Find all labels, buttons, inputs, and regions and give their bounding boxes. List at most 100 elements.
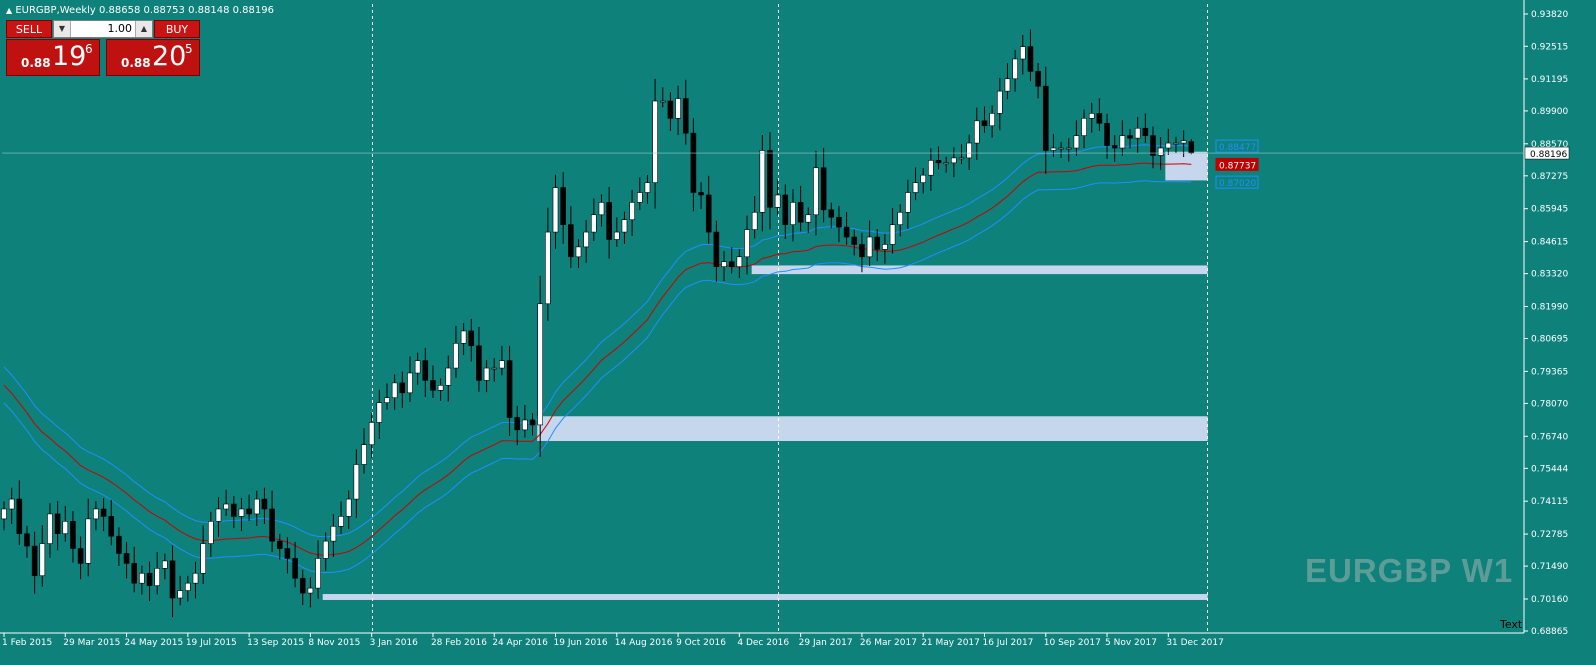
bull-candle [499,360,505,369]
bull-candle [491,367,498,370]
axes: 0.93820 0.92515 0.91195 0.89900 0.88570 0.872… [0,0,1568,648]
lot-increase-icon[interactable]: ▲ [135,21,152,37]
price-axis-label: 0.70160 [1531,595,1568,605]
bear-candle [123,553,130,564]
price-axis-label: 0.71490 [1531,562,1568,572]
bull-candle [882,244,888,250]
time-axis-label: 24 Apr 2016 [492,638,548,648]
bull-candle [47,513,53,544]
bull-candle [1004,78,1011,92]
bear-candle [568,224,574,258]
bull-candle [621,219,628,233]
price-axis-label: 0.75444 [1531,464,1568,474]
buy-button[interactable]: BUY [154,20,200,38]
bear-candle [1127,135,1133,139]
bull-candle [414,360,421,374]
bull-candle [1165,142,1172,149]
bull-candle [912,182,919,193]
bull-candle [215,508,222,522]
bull-candle [368,422,375,446]
bear-candle [54,513,61,535]
bull-candle [974,120,980,144]
bull-candle [736,256,743,267]
bull-candle [866,236,873,258]
time-axis-label: 1 Feb 2015 [2,638,52,648]
time-axis-label: 28 Feb 2016 [431,638,487,648]
bull-candle [460,330,467,344]
bear-candle [476,345,482,381]
time-axis-label: 13 Sep 2015 [247,638,304,648]
time-axis-label: 21 May 2017 [921,638,980,648]
bear-candle [108,516,115,537]
bull-candle [1134,127,1141,139]
buy-price-fraction: 5 [185,42,193,56]
zone-rectangle [537,416,1208,441]
bear-candle [399,382,406,394]
bear-candle [131,563,138,584]
current-price-tag-box [1524,146,1570,160]
bear-candle [843,226,850,238]
time-axis-label: 29 Jan 2017 [799,638,853,648]
lot-size-field[interactable]: ▼ 1.00 ▲ [53,20,153,38]
bear-candle [820,167,827,211]
bull-candle [1012,58,1018,80]
bull-candle [1119,135,1126,149]
lot-size-value[interactable]: 1.00 [107,22,133,35]
text-object-label[interactable]: Text [1500,618,1523,631]
bear-candle [728,261,735,267]
time-axis-label: 19 Jul 2015 [186,638,237,648]
bear-candle [1150,135,1156,156]
bull-candle [238,508,245,517]
bear-candle [299,577,306,594]
bull-candle [1065,147,1072,150]
symbol-watermark: EURGBP W1 [1305,552,1514,589]
sell-button[interactable]: SELL [6,20,52,38]
bull-candle [1058,147,1064,150]
current-price-tag: 0.88196 [1530,150,1567,160]
price-axis-label: 0.83320 [1531,270,1568,280]
bull-candle [1,508,7,520]
bear-candle [690,132,697,193]
price-axis-label: 0.72785 [1531,530,1568,540]
bear-candle [782,194,789,225]
price-axis-label: 0.88570 [1531,140,1568,150]
bear-candle [797,202,804,223]
bull-candle [545,231,551,305]
price-axis-label: 0.78070 [1531,399,1568,409]
bull-candle [1081,118,1087,136]
zone-rectangle [1165,151,1208,181]
zone-rectangle [322,594,1208,600]
bear-candle [529,419,536,426]
bear-candle [1104,122,1110,146]
bear-candle [874,236,881,250]
time-axis-label: 9 Oct 2016 [676,638,726,648]
buy-price-button[interactable]: 0.88 20 5 [106,39,200,76]
bull-candle [445,367,452,386]
bull-candle [1073,135,1080,149]
price-axis-label: 0.92515 [1531,42,1568,52]
bull-candle [537,303,544,426]
bear-candle [70,521,76,549]
bear-candle [1111,145,1118,149]
bear-candle [705,194,712,233]
bear-candle [560,187,566,225]
bear-candle [1035,71,1041,87]
collapse-icon[interactable]: ▲ [6,6,13,15]
bear-candle [24,533,30,547]
one-click-trading-panel: SELL ▼ 1.00 ▲ BUY 0.88 19 6 0.88 20 5 [6,20,200,76]
lot-decrease-icon[interactable]: ▼ [54,21,71,37]
symbol-info: EURGBP,Weekly 0.88658 0.88753 0.88148 0.… [15,5,274,16]
bear-candle [506,360,513,418]
middle-band-line [3,162,1192,556]
price-axis-label: 0.87275 [1531,172,1568,182]
sell-price-button[interactable]: 0.88 19 6 [6,39,100,76]
zone-rectangle [751,265,1208,275]
time-axis-label: 29 Mar 2015 [63,638,120,648]
bull-candle [552,187,559,233]
sell-price-fraction: 6 [85,42,93,56]
time-axis-label: 5 Nov 2017 [1105,638,1157,648]
bear-candle [77,548,84,564]
buy-price-pips: 20 [152,41,187,72]
bull-candle [928,160,934,176]
